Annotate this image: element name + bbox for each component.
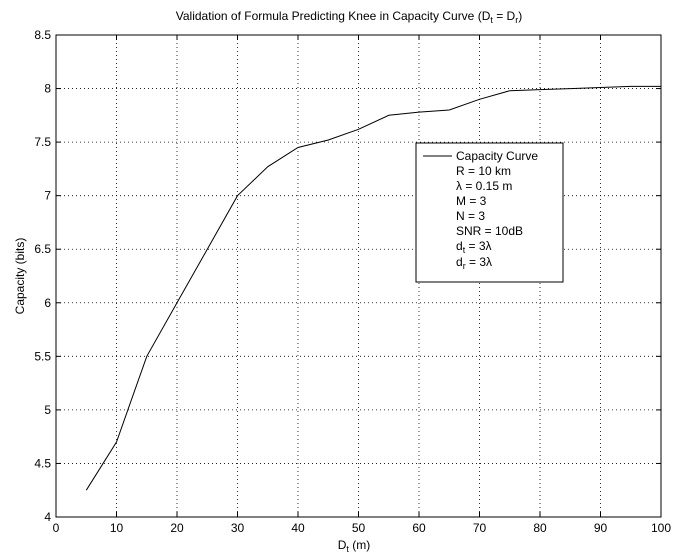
y-tick-label: 5	[44, 403, 51, 417]
y-tick-label: 4	[44, 510, 51, 524]
x-tick-label: 0	[53, 521, 60, 535]
x-tick-label: 70	[473, 521, 487, 535]
legend-param-snr: SNR = 10dB	[456, 224, 523, 238]
y-tick-label: 5.5	[34, 349, 51, 363]
x-tick-label: 50	[352, 521, 366, 535]
x-tick-label: 80	[533, 521, 547, 535]
y-tick-label: 7	[44, 189, 51, 203]
x-tick-label: 10	[110, 521, 124, 535]
legend-entry-capacity-curve: Capacity Curve	[456, 149, 538, 163]
x-tick-label: 100	[651, 521, 671, 535]
y-tick-label: 6	[44, 296, 51, 310]
y-tick-label: 8	[44, 82, 51, 96]
x-tick-label: 40	[291, 521, 305, 535]
legend-param-dr: dr = 3λ	[456, 255, 492, 271]
axis-ticks	[55, 34, 662, 518]
y-tick-label: 7.5	[34, 135, 51, 149]
y-tick-label: 6.5	[34, 242, 51, 256]
legend-param-lambda: λ = 0.15 m	[456, 179, 512, 193]
x-tick-labels: 0 10 20 30 40 50 60 70 80 90 100	[53, 521, 672, 535]
x-tick-label: 30	[231, 521, 245, 535]
legend-box	[415, 142, 564, 283]
legend-param-n: N = 3	[456, 209, 485, 223]
x-tick-label: 20	[170, 521, 184, 535]
series-lines	[85, 85, 661, 491]
chart-title: Validation of Formula Predicting Knee in…	[176, 9, 522, 25]
series-line-0	[85, 85, 661, 491]
legend: Capacity Curve R = 10 km λ = 0.15 m M = …	[415, 142, 564, 283]
y-axis-label: Capacity (bits)	[13, 238, 27, 315]
y-tick-labels: 4 4.5 5 5.5 6 6.5 7 7.5 8 8.5	[34, 28, 51, 524]
legend-param-m: M = 3	[456, 194, 487, 208]
grid-lines	[56, 35, 661, 517]
x-axis-label: Dt (m)	[338, 538, 371, 552]
y-tick-label: 4.5	[34, 456, 51, 470]
legend-param-r: R = 10 km	[456, 164, 511, 178]
x-tick-label: 90	[594, 521, 608, 535]
x-tick-label: 60	[412, 521, 426, 535]
legend-param-dt: dt = 3λ	[456, 239, 492, 255]
y-tick-label: 8.5	[34, 28, 51, 42]
